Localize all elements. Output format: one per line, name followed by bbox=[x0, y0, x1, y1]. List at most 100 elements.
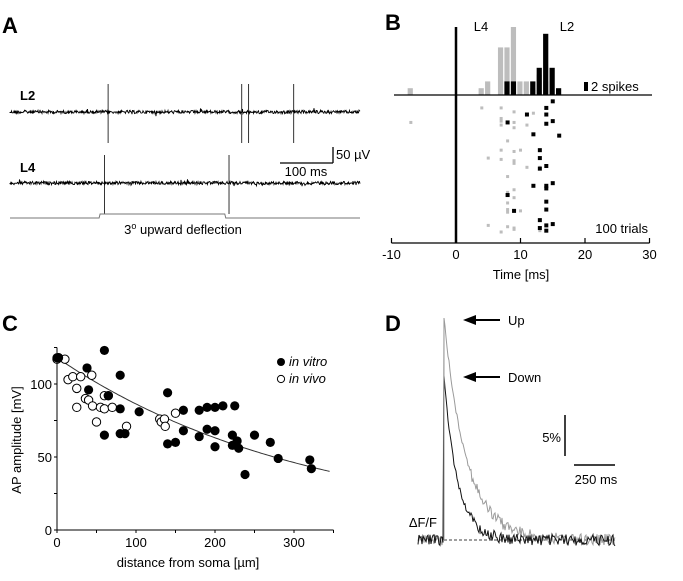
raster-spike-l4 bbox=[512, 110, 516, 114]
stimulus-trace bbox=[10, 213, 360, 219]
raster-spike-l4 bbox=[512, 227, 516, 231]
point-in-vivo bbox=[72, 402, 82, 413]
point-in-vitro bbox=[170, 437, 181, 447]
raster-spike-l2 bbox=[544, 207, 549, 212]
raster-spike-l4 bbox=[499, 148, 503, 152]
raster-spike-l4 bbox=[525, 123, 529, 127]
hist-bar-l4 bbox=[504, 47, 510, 95]
x-axis-label-c: distance from soma [µm] bbox=[117, 555, 260, 570]
raster-spike-l2 bbox=[550, 181, 555, 186]
raster-spike-l2 bbox=[505, 193, 510, 198]
raster-plot bbox=[409, 99, 562, 234]
raster-spike-l2 bbox=[550, 119, 555, 124]
x-tick-label-b: 0 bbox=[452, 247, 459, 262]
raster-spike-l4 bbox=[531, 111, 535, 115]
point-in-vitro bbox=[210, 426, 220, 436]
raster-spike-l2 bbox=[537, 148, 542, 153]
panel-a-label: A bbox=[2, 13, 18, 38]
point-in-vitro bbox=[232, 436, 242, 446]
fit-curve bbox=[56, 357, 330, 472]
legend-label-in-vitro: in vitro bbox=[289, 354, 327, 369]
raster-spike-l4 bbox=[512, 188, 516, 192]
y-tick-label-c: 0 bbox=[45, 523, 52, 538]
raster-spike-l4 bbox=[499, 230, 503, 234]
point-in-vivo bbox=[160, 421, 170, 432]
point-in-vitro bbox=[178, 426, 188, 436]
y-axis-label-c: AP amplitude [mV] bbox=[9, 386, 24, 493]
hist-bar-l2 bbox=[536, 67, 542, 95]
point-in-vitro bbox=[249, 430, 260, 440]
raster-spike-l4 bbox=[499, 157, 503, 161]
point-in-vitro bbox=[202, 402, 212, 412]
trace-down bbox=[417, 375, 616, 547]
point-in-vitro bbox=[82, 363, 92, 373]
panel-d-label: D bbox=[385, 311, 401, 336]
axes-c: 0 100 200 300 0 50 100 bbox=[30, 347, 334, 550]
histogram-scale-bar bbox=[584, 82, 588, 91]
histogram-label-l4: L4 bbox=[474, 19, 488, 34]
hist-bar-l2 bbox=[556, 88, 562, 95]
hist-bar-l4 bbox=[523, 81, 529, 95]
x-axis-label-b: Time [ms] bbox=[493, 267, 550, 282]
arrow-left-icon bbox=[463, 372, 476, 382]
x-tick-label-b: 20 bbox=[578, 247, 592, 262]
point-in-vitro bbox=[273, 453, 283, 464]
raster-spike-l4 bbox=[506, 225, 510, 229]
panel-d: D Up Down 5% 250 ms ΔF/F bbox=[385, 311, 618, 547]
panel-b-label: B bbox=[385, 10, 401, 35]
raster-spike-l4 bbox=[512, 196, 516, 200]
scale-bar-time-label: 100 ms bbox=[285, 164, 328, 179]
raster-spike-l2 bbox=[531, 132, 536, 137]
raster-spike-l4 bbox=[409, 120, 413, 124]
point-in-vitro bbox=[53, 353, 64, 363]
raster-spike-l2 bbox=[537, 156, 542, 161]
raster-spike-l2 bbox=[531, 183, 536, 188]
arrow-up-annotation bbox=[463, 315, 500, 325]
hist-bar-l4 bbox=[510, 27, 517, 95]
point-in-vitro bbox=[115, 370, 125, 380]
raster-spike-l2 bbox=[544, 186, 549, 191]
hist-bar-l2 bbox=[543, 33, 549, 95]
raster-spike-l2 bbox=[512, 208, 517, 213]
point-in-vivo bbox=[170, 408, 181, 418]
point-in-vitro bbox=[210, 442, 220, 452]
point-in-vitro bbox=[194, 405, 204, 415]
raster-spike-l4 bbox=[519, 148, 522, 152]
point-in-vitro bbox=[234, 443, 244, 453]
raster-spike-l2 bbox=[537, 218, 542, 223]
raster-spike-l2 bbox=[505, 120, 510, 125]
raster-spike-l2 bbox=[544, 228, 549, 233]
arrow-down-label: Down bbox=[508, 370, 541, 385]
y-tick-label-c: 50 bbox=[38, 450, 52, 465]
raster-spike-l4 bbox=[480, 106, 484, 110]
hist-bar-l4 bbox=[478, 88, 484, 95]
trace-l2 bbox=[9, 84, 361, 143]
panel-a: A L2 L4 3o upward deflection 50 µV 100 m… bbox=[2, 13, 371, 237]
point-in-vitro bbox=[230, 401, 240, 411]
legend-marker-in-vitro bbox=[277, 358, 285, 366]
x-tick-label-c: 300 bbox=[283, 535, 305, 550]
trace-l4 bbox=[9, 155, 361, 214]
arrow-down-annotation bbox=[463, 372, 500, 382]
point-in-vitro bbox=[84, 385, 94, 395]
stimulus-label: 3o upward deflection bbox=[124, 221, 242, 237]
x-tick-label-c: 200 bbox=[204, 535, 226, 550]
point-in-vivo bbox=[76, 372, 86, 382]
l4-noise bbox=[9, 179, 361, 188]
x-tick-label-b: 10 bbox=[513, 247, 527, 262]
raster-spike-l2 bbox=[544, 112, 549, 117]
legend-label-in-vivo: in vivo bbox=[289, 371, 326, 386]
l2-noise bbox=[9, 108, 361, 117]
arrow-up-label: Up bbox=[508, 313, 525, 328]
trace-up bbox=[417, 318, 616, 547]
raster-spike-l2 bbox=[550, 222, 555, 227]
raster-spike-l2 bbox=[550, 99, 555, 104]
x-tick-label-c: 0 bbox=[53, 535, 60, 550]
point-in-vitro bbox=[115, 404, 125, 414]
arrow-left-icon bbox=[463, 315, 476, 325]
raster-spike-l4 bbox=[499, 116, 503, 120]
histogram-label-l2: L2 bbox=[560, 19, 574, 34]
histogram bbox=[407, 27, 562, 95]
legend-marker-in-vivo bbox=[276, 374, 286, 384]
point-in-vitro bbox=[99, 345, 109, 356]
